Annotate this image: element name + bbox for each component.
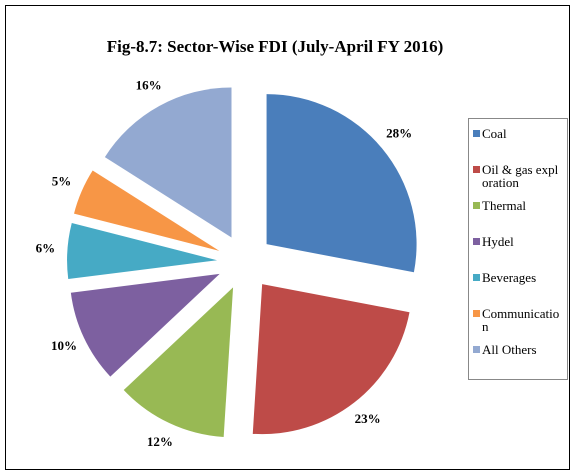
legend-swatch [473, 274, 480, 281]
legend-label: Oil & gas exploration [482, 162, 559, 190]
chart-title: Fig-8.7: Sector-Wise FDI (July-April FY … [107, 37, 443, 56]
data-label: 28% [386, 125, 412, 140]
legend-item: Communication [473, 307, 563, 343]
pie-slice [252, 284, 410, 435]
legend-item: Oil & gas exploration [473, 163, 563, 199]
legend-label: Communication [482, 306, 560, 334]
legend-label: Coal [482, 126, 507, 141]
pie-slice [104, 87, 232, 238]
legend-swatch [473, 310, 480, 317]
legend-label: All Others [482, 342, 537, 357]
data-label: 5% [52, 174, 72, 189]
legend-item: All Others [473, 343, 563, 379]
data-label: 23% [355, 411, 381, 426]
pie-slice [123, 287, 234, 438]
legend-label: Hydel [482, 234, 514, 249]
legend-item: Coal [473, 127, 563, 163]
data-label: 16% [136, 78, 162, 93]
legend-swatch [473, 346, 480, 353]
pie-slice [70, 273, 220, 377]
chart-border [5, 5, 570, 470]
legend-swatch [473, 130, 480, 137]
legend-label: Beverages [482, 270, 537, 285]
legend-item: Hydel [473, 235, 563, 271]
legend-swatch [473, 238, 480, 245]
pie-slice [67, 222, 218, 280]
legend-label: Thermal [482, 198, 527, 213]
data-label: 12% [147, 434, 173, 449]
legend-item: Thermal [473, 199, 563, 235]
legend-swatch [473, 202, 480, 209]
pie-slice [266, 94, 417, 273]
pie-slice [74, 170, 220, 251]
legend-item: Beverages [473, 271, 563, 307]
legend: Coal Oil & gas exploration Thermal Hydel Bev… [468, 118, 568, 380]
legend-swatch [473, 166, 480, 173]
data-label: 6% [36, 240, 56, 255]
data-label: 10% [51, 338, 77, 353]
